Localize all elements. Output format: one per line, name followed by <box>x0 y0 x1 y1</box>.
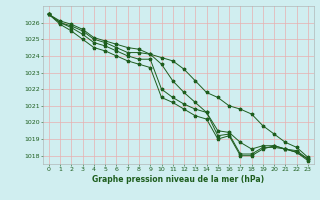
X-axis label: Graphe pression niveau de la mer (hPa): Graphe pression niveau de la mer (hPa) <box>92 175 264 184</box>
